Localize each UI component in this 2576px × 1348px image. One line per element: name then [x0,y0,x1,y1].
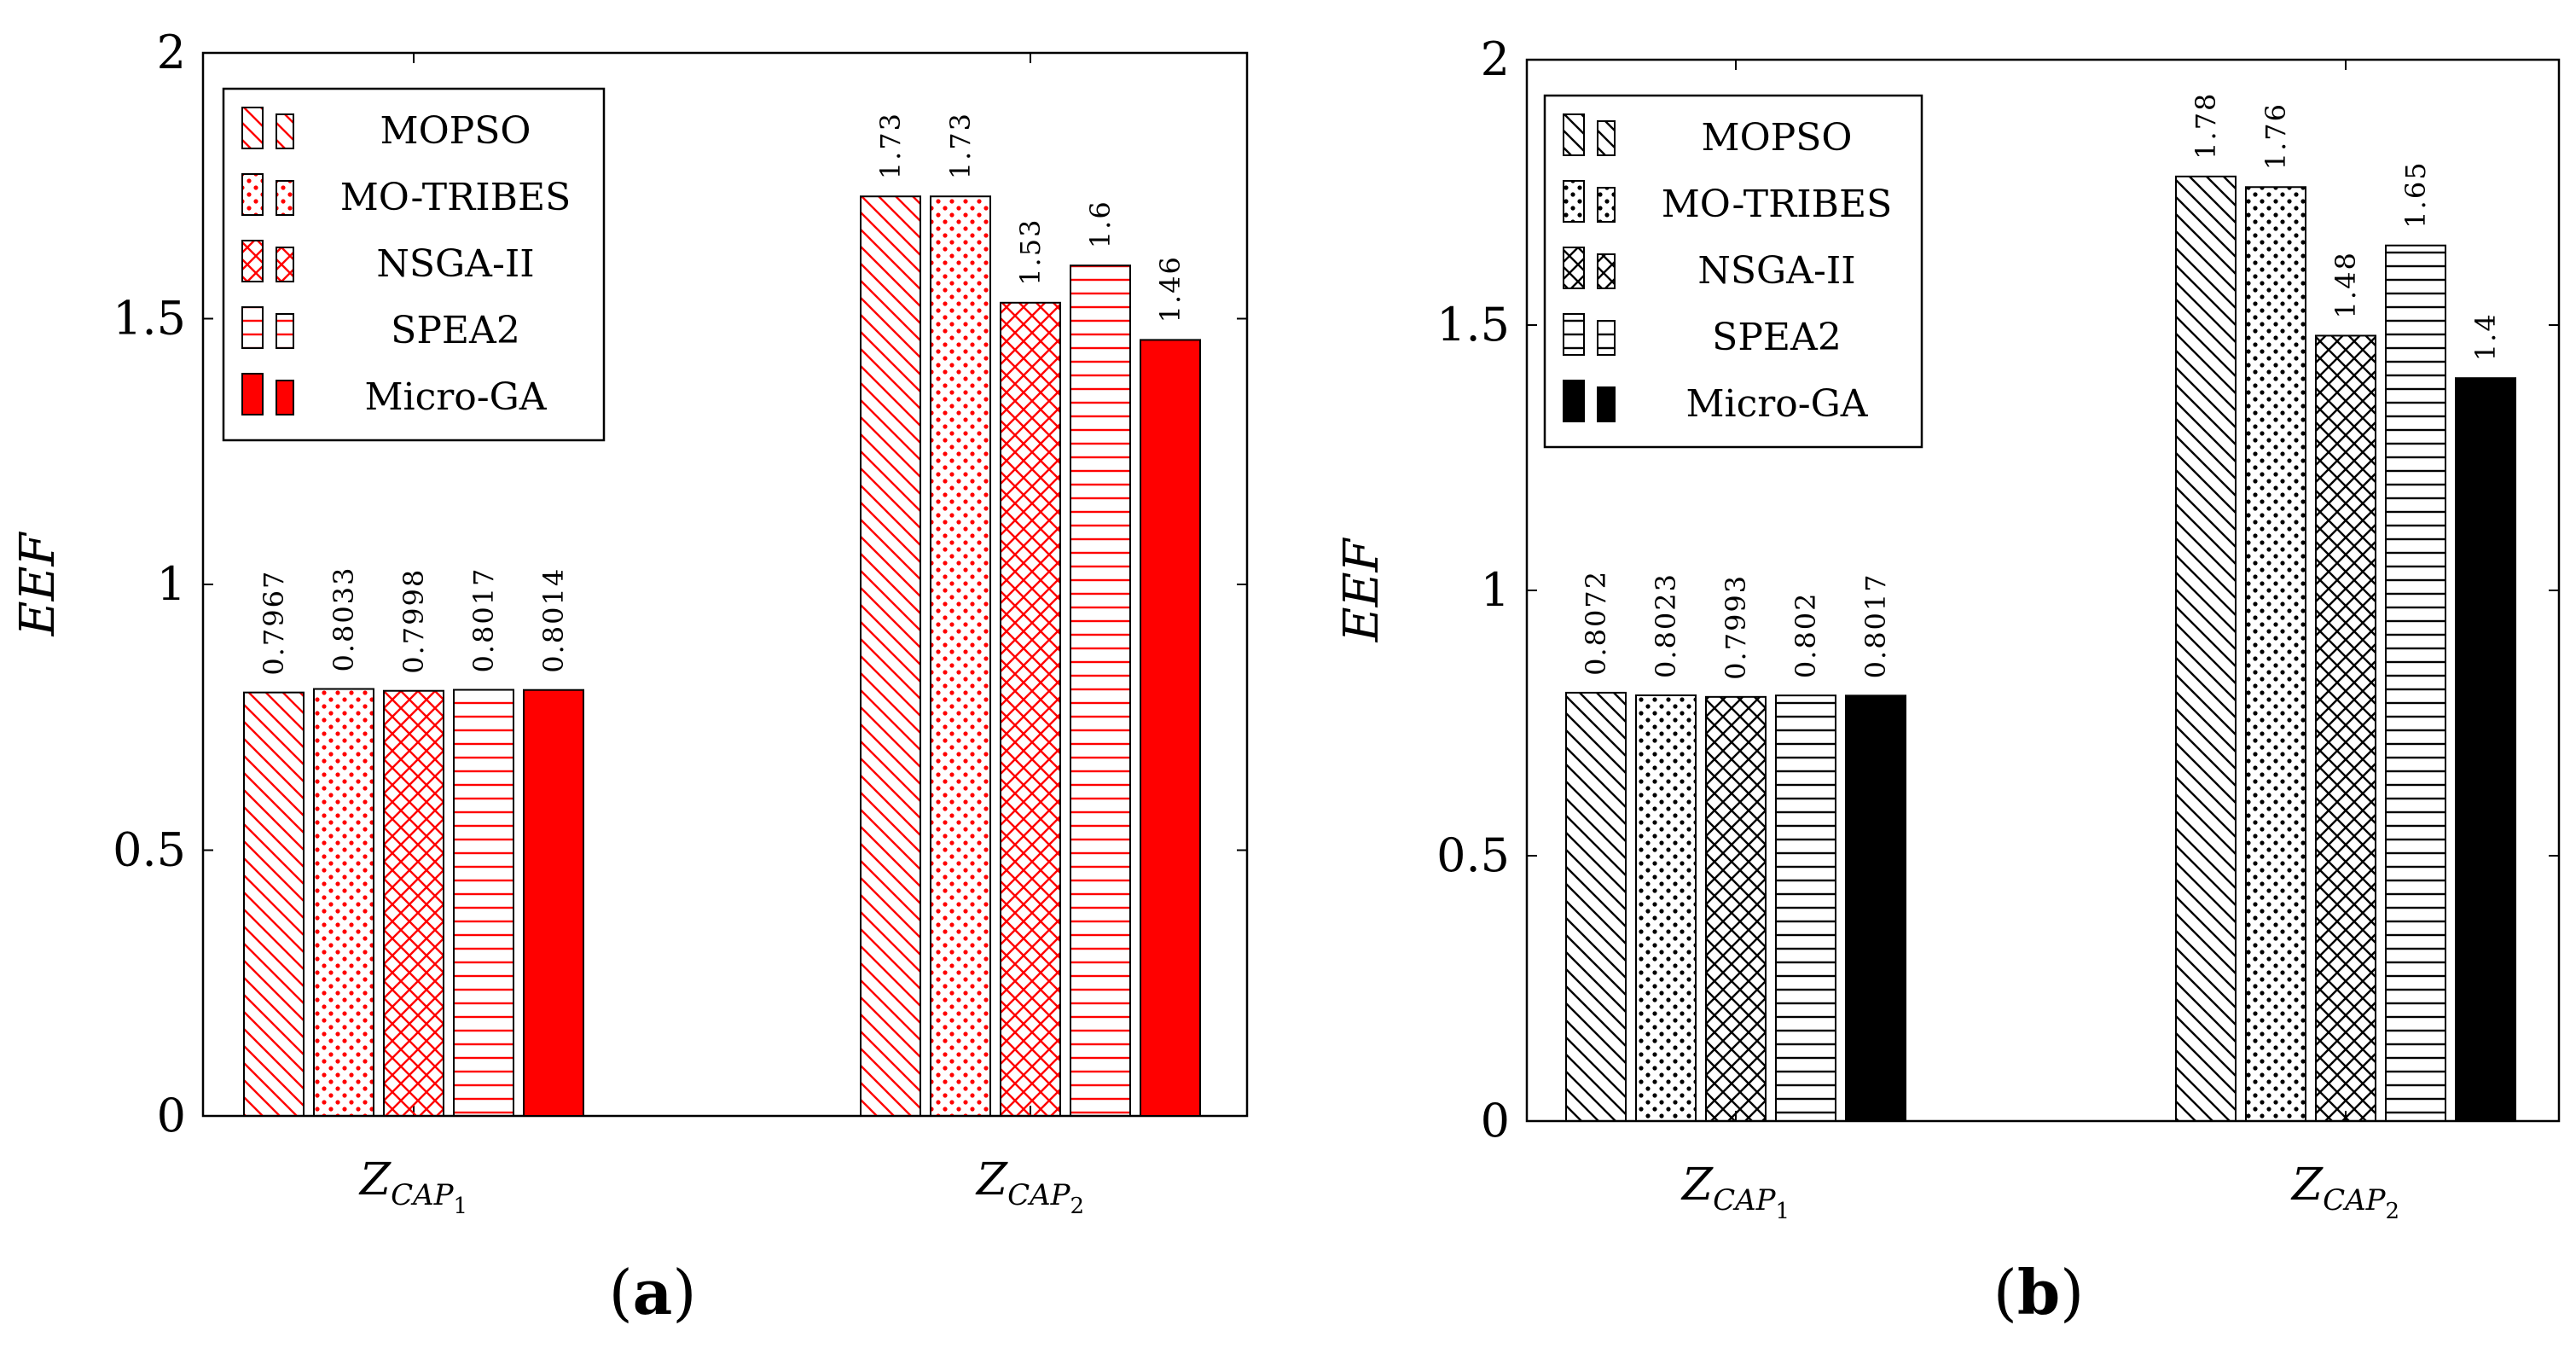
legend-swatch [276,113,294,149]
y-tick-label: 1.5 [113,292,186,346]
y-tick-label: 0.5 [1436,828,1510,882]
data-label: 1.6 [1084,200,1117,248]
data-label: 1.46 [1154,255,1186,322]
bar-spea2 [1775,694,1836,1122]
y-axis-label: EEF [1334,537,1390,643]
bar-spea2 [2385,244,2446,1123]
legend-entry-label: NSGA-II [1697,249,1855,293]
data-label: 1.78 [2190,92,2222,160]
legend-swatch [241,240,264,282]
data-label: 1.53 [1014,218,1047,286]
legend-swatch [1563,180,1585,223]
data-label: 1.73 [944,112,977,179]
legend-swatch [1597,120,1616,156]
legend: MOPSO MO-TRIBES NSGA-II SPEA2 Micro-GA [1543,94,1923,449]
legend-swatch [276,180,294,216]
y-tick-label: 1.5 [1436,298,1510,352]
x-tick-label: ZCAP2 [2290,1159,2399,1224]
data-label: 1.73 [874,112,907,179]
legend-entry-label: MO-TRIBES [340,176,571,219]
bar-nsga-ii [1000,301,1061,1117]
bar-mo-tribes [2245,186,2306,1122]
legend-swatch [241,173,264,216]
data-label: 0.8023 [1650,572,1682,678]
y-tick-label: 1 [157,557,186,611]
legend-swatch [1597,253,1616,289]
bar-nsga-ii [2315,334,2376,1122]
legend-entry-label: Micro-GA [1685,382,1868,426]
panel-caption: (b) [1993,1256,2085,1328]
data-label: 1.4 [2469,312,2502,361]
bar-mopso [243,691,305,1117]
y-tick-label: 0 [1481,1094,1510,1148]
data-label: 0.802 [1790,592,1822,679]
y-tick-label: 0 [157,1089,186,1142]
bar-micro-ga [2455,377,2516,1122]
legend-swatch [276,247,294,282]
legend-swatch [1563,113,1585,156]
bar-micro-ga [1845,694,1906,1122]
x-tick-label: ZCAP1 [1680,1159,1790,1224]
data-label: 0.7998 [397,568,430,674]
chart-panel-a: 0 0.5 1 1.5 2 EEF ZCAP1 0.7967 0.8033 0.7998 0.801… [10,26,1249,1328]
legend: MOPSO MO-TRIBES NSGA-II SPEA2 Micro-GA [222,87,606,442]
chart-panel-b: 0 0.5 1 1.5 2 EEF ZCAP1 0.8072 0.8023 0.7993 0.802… [1334,32,2561,1328]
legend-swatch [1597,386,1616,422]
legend-swatch [276,380,294,415]
legend-swatch [1563,380,1585,422]
legend-swatch [241,107,264,149]
x-tick-label: ZCAP2 [975,1154,1084,1219]
bar-mopso [2175,175,2237,1123]
data-label: 0.8072 [1580,570,1612,676]
legend-entry-label: MOPSO [380,109,531,153]
y-tick-label: 2 [1481,32,1510,86]
bar-nsga-ii [383,689,444,1117]
data-label: 1.76 [2260,102,2292,170]
bar-micro-ga [1140,339,1201,1118]
legend-entry-label: Micro-GA [364,375,547,419]
bar-mo-tribes [930,195,991,1118]
bar-spea2 [453,689,514,1117]
y-axis-label: EEF [10,532,66,637]
legend-entry-label: NSGA-II [376,242,534,286]
legend-swatch [1597,320,1616,356]
data-label: 0.8017 [1859,572,1892,678]
y-tick-label: 0.5 [113,823,186,877]
x-tick-label: ZCAP1 [358,1154,467,1219]
bar-nsga-ii [1705,695,1767,1122]
bar-mopso [1565,691,1627,1122]
data-label: 0.8014 [537,567,570,673]
legend-swatch [241,306,264,349]
legend-swatch [1597,187,1616,223]
data-label: 0.8033 [328,567,360,672]
legend-swatch [1563,313,1585,356]
bar-mopso [860,195,921,1118]
legend-entry-label: MO-TRIBES [1662,183,1893,226]
bar-spea2 [1070,264,1131,1117]
data-label: 0.8017 [467,567,500,673]
legend-swatch [241,373,264,415]
bar-micro-ga [523,689,584,1117]
y-tick-label: 1 [1481,563,1510,617]
data-label: 0.7993 [1720,574,1752,680]
panel-caption: (a) [609,1256,697,1328]
bar-mo-tribes [1635,694,1697,1123]
data-label: 0.7967 [258,570,290,676]
legend-entry-label: MOPSO [1702,116,1853,160]
y-tick-label: 2 [157,26,186,79]
legend-swatch [1563,247,1585,289]
bar-mo-tribes [313,688,374,1118]
legend-swatch [276,313,294,349]
legend-entry-label: SPEA2 [1712,316,1842,359]
legend-entry-label: SPEA2 [391,309,520,352]
data-label: 1.65 [2399,160,2432,228]
data-label: 1.48 [2329,251,2362,318]
